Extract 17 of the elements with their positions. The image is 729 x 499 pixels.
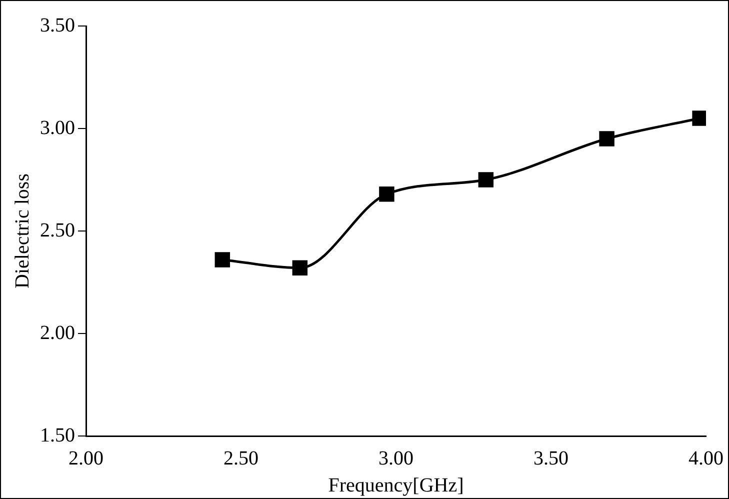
point (292, 260, 308, 276)
x-axis-title: Frequency[GHz] (328, 474, 464, 496)
x-tick-label: 4.00 (688, 447, 724, 470)
x-tick-label: 3.00 (378, 447, 414, 470)
y-tick-label: 2.50 (40, 219, 75, 242)
y-axis-title: Dielectric loss (11, 173, 34, 288)
y-tick-label: 3.00 (40, 116, 75, 139)
y-tick-label: 2.00 (40, 322, 75, 344)
x-tick-label: 2.50 (224, 447, 258, 470)
point (599, 131, 614, 146)
y-tick-label: 1.50 (40, 424, 75, 446)
point (379, 186, 394, 202)
x-tick-label: 2.00 (68, 447, 104, 470)
x-tick-label: 3.50 (534, 447, 568, 470)
point (478, 172, 494, 188)
point (214, 252, 230, 268)
y-tick-label: 3.50 (40, 14, 75, 36)
